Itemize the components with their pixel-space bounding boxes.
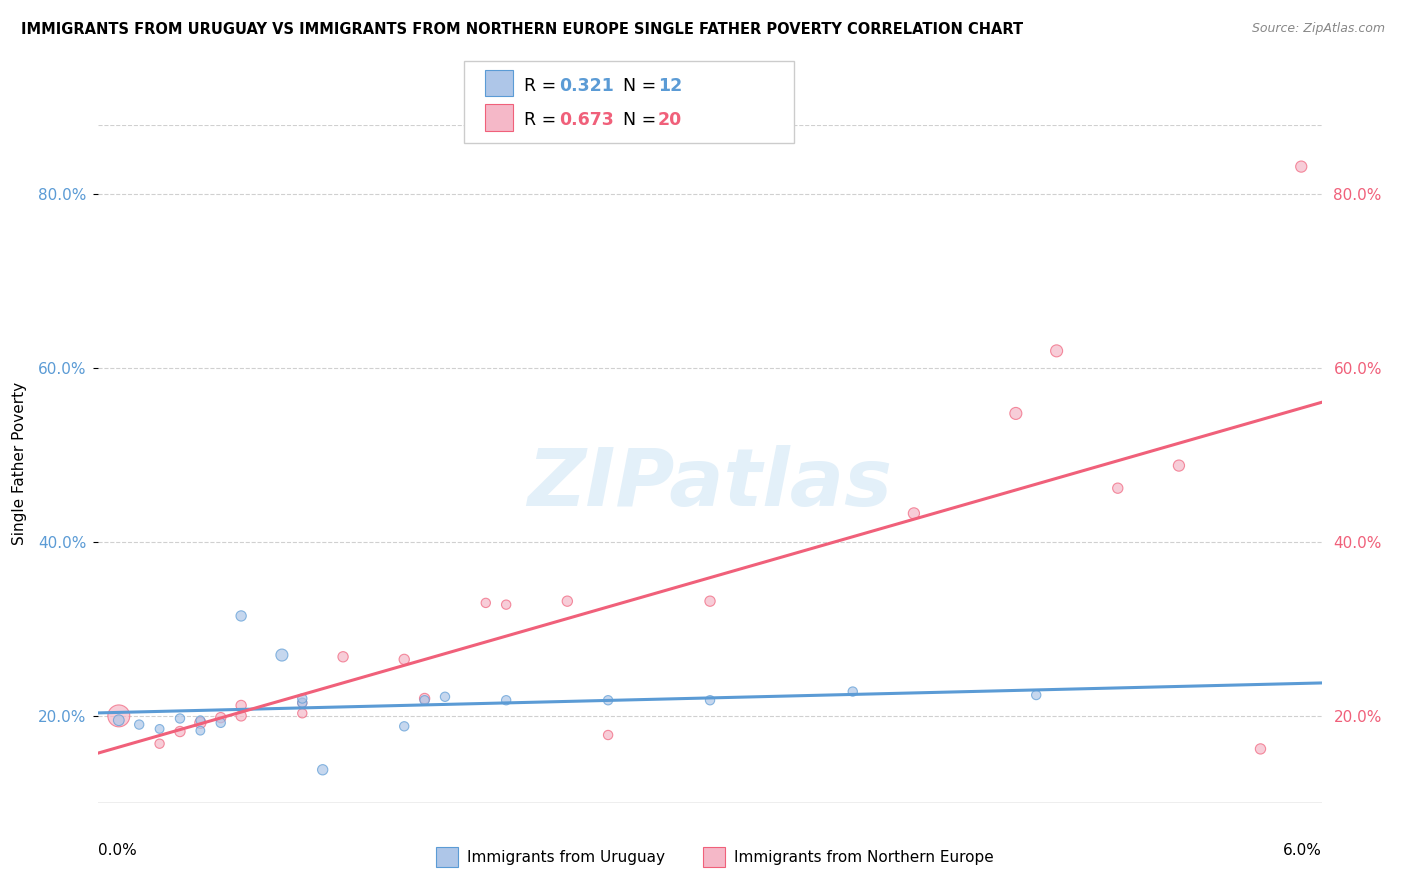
Point xyxy=(1045,343,1069,358)
Point xyxy=(231,698,253,713)
Text: 0.0%: 0.0% xyxy=(98,844,138,858)
Text: 20: 20 xyxy=(658,111,682,129)
Point xyxy=(474,596,498,610)
Point xyxy=(169,711,191,725)
Point xyxy=(699,594,721,608)
Text: Immigrants from Northern Europe: Immigrants from Northern Europe xyxy=(734,850,994,864)
Point xyxy=(555,594,579,608)
Point xyxy=(291,696,314,710)
Point xyxy=(169,724,191,739)
Y-axis label: Single Father Poverty: Single Father Poverty xyxy=(13,383,27,545)
Point xyxy=(413,693,436,707)
Text: R =: R = xyxy=(524,111,562,129)
Point xyxy=(1107,481,1129,495)
Point xyxy=(392,652,416,666)
Point xyxy=(231,609,253,624)
Point xyxy=(1004,406,1026,420)
Point xyxy=(291,691,314,706)
Text: 12: 12 xyxy=(658,77,682,95)
Point xyxy=(209,711,232,725)
Point xyxy=(1025,688,1047,702)
Point xyxy=(108,713,131,727)
Point xyxy=(311,763,335,777)
Point xyxy=(108,709,131,723)
Point xyxy=(495,598,517,612)
Text: Source: ZipAtlas.com: Source: ZipAtlas.com xyxy=(1251,22,1385,36)
Point xyxy=(699,693,721,707)
Point xyxy=(188,723,212,738)
Text: 0.673: 0.673 xyxy=(560,111,614,129)
Text: N =: N = xyxy=(623,111,662,129)
Text: R =: R = xyxy=(524,77,562,95)
Text: 0.321: 0.321 xyxy=(560,77,614,95)
Point xyxy=(903,507,925,521)
Point xyxy=(149,737,172,751)
Text: Immigrants from Uruguay: Immigrants from Uruguay xyxy=(467,850,665,864)
Point xyxy=(598,693,620,707)
Point xyxy=(392,719,416,733)
Point xyxy=(841,684,863,698)
Point xyxy=(231,709,253,723)
Point xyxy=(188,713,212,727)
Point xyxy=(332,649,354,664)
Point xyxy=(149,722,172,736)
Text: 6.0%: 6.0% xyxy=(1282,844,1322,858)
Point xyxy=(209,715,232,730)
Point xyxy=(291,696,314,710)
Text: IMMIGRANTS FROM URUGUAY VS IMMIGRANTS FROM NORTHERN EUROPE SINGLE FATHER POVERTY: IMMIGRANTS FROM URUGUAY VS IMMIGRANTS FR… xyxy=(21,22,1024,37)
Point xyxy=(433,690,456,704)
Point xyxy=(598,728,620,742)
Point xyxy=(495,693,517,707)
Text: N =: N = xyxy=(623,77,662,95)
Point xyxy=(1289,160,1312,174)
Point xyxy=(1249,742,1271,756)
Point xyxy=(270,648,292,662)
Point xyxy=(188,715,212,730)
Point xyxy=(128,717,150,731)
Text: ZIPatlas: ZIPatlas xyxy=(527,445,893,524)
Point xyxy=(291,706,314,721)
Point xyxy=(1167,458,1189,473)
Point xyxy=(413,691,436,706)
